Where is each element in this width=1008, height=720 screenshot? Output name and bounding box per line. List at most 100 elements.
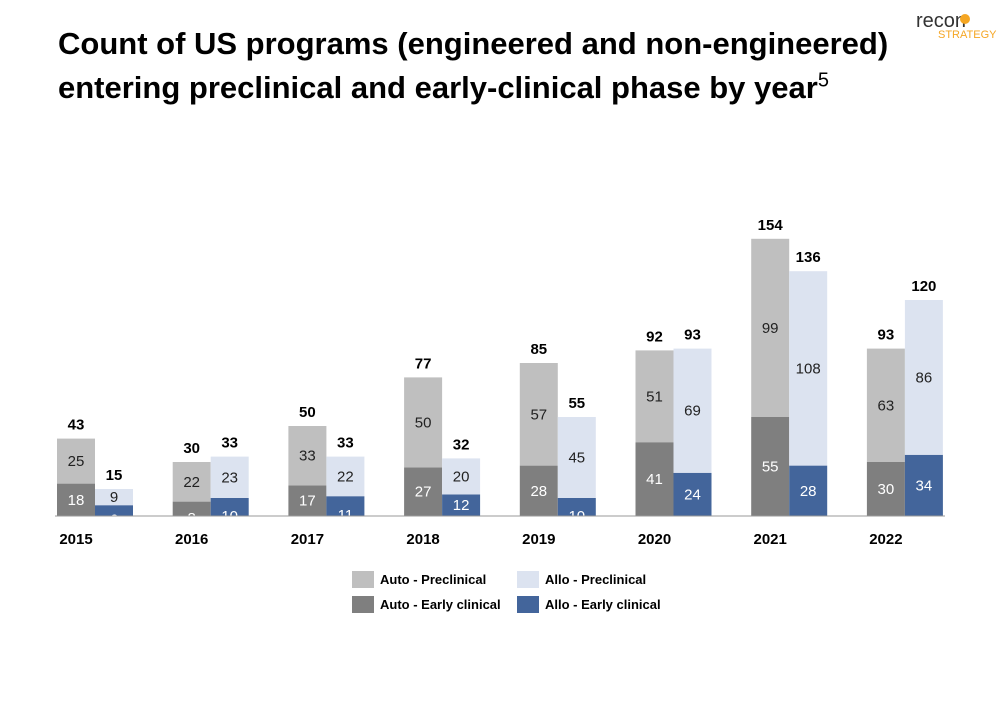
label-allo-early-2020: 24 [684,486,701,503]
bar-allo-preclinical-2017 [326,456,365,497]
label-allo-preclinical-2018: 20 [453,468,470,485]
bar-auto-early-2015 [57,483,95,516]
label-allo-preclinical-2019: 45 [568,450,585,467]
label-auto-preclinical-2015: 25 [68,453,85,470]
bar-allo-early-2017 [326,496,365,516]
bar-auto-early-2017 [288,485,327,516]
legend-swatch-3 [517,596,539,613]
legend-label-3: Allo - Early clinical [545,597,661,612]
total-auto-2022: 93 [878,327,895,344]
label-allo-early-2022: 34 [916,477,933,494]
logo-sun [960,14,970,24]
label-allo-preclinical-2021: 108 [796,360,821,377]
bar-allo-preclinical-2022 [904,300,943,455]
label-allo-early-2018: 12 [453,497,470,514]
label-allo-early-2021: 28 [800,483,817,500]
label-auto-early-2020: 41 [646,471,663,488]
label-auto-early-2017: 17 [299,493,316,510]
bar-auto-preclinical-2019 [519,363,558,466]
bar-auto-preclinical-2020 [635,350,674,443]
label-allo-early-2015: 6 [110,512,118,529]
legend-swatch-1 [517,571,539,588]
bar-auto-early-2022 [866,462,905,516]
label-allo-preclinical-2017: 22 [337,468,354,485]
total-allo-2019: 55 [568,395,585,412]
bar-auto-early-2020 [635,442,674,516]
bar-auto-early-2019 [519,465,558,516]
total-allo-2018: 32 [453,436,470,453]
x-tick-label-2022: 2022 [869,531,902,548]
bar-allo-preclinical-2021 [789,271,828,466]
total-auto-2021: 154 [758,217,784,234]
bar-auto-preclinical-2015 [57,438,95,484]
label-auto-early-2021: 55 [762,459,779,476]
bar-allo-preclinical-2019 [557,417,596,498]
bar-auto-early-2016 [172,501,211,516]
label-auto-early-2015: 18 [68,492,85,509]
bar-allo-early-2021 [789,465,828,516]
title-line-2-text: entering preclinical and early-clinical … [58,70,818,105]
bar-auto-early-2018 [404,467,443,516]
total-allo-2020: 93 [684,327,701,344]
bar-allo-early-2015 [95,505,133,516]
bar-allo-early-2018 [442,494,481,516]
bar-auto-preclinical-2017 [288,426,327,486]
label-auto-preclinical-2017: 33 [299,448,316,465]
total-allo-2022: 120 [911,278,936,295]
x-tick-label-2017: 2017 [291,531,324,548]
label-auto-early-2016: 8 [188,510,196,527]
total-auto-2016: 30 [183,440,200,457]
bar-auto-preclinical-2022 [866,348,905,462]
x-tick-label-2020: 2020 [638,531,671,548]
x-tick-label-2015: 2015 [59,531,92,548]
title-line-2: entering preclinical and early-clinical … [58,66,938,110]
x-tick-label-2018: 2018 [406,531,439,548]
label-auto-early-2018: 27 [415,484,432,501]
label-auto-preclinical-2020: 51 [646,388,663,405]
label-auto-preclinical-2021: 99 [762,320,779,337]
bar-allo-preclinical-2015 [95,489,133,506]
bar-allo-early-2019 [557,498,596,516]
bar-allo-early-2016 [210,498,249,516]
x-tick-label-2019: 2019 [522,531,555,548]
label-auto-early-2019: 28 [530,483,547,500]
legend-swatch-2 [352,596,374,613]
chart-title: Count of US programs (engineered and non… [58,22,938,110]
legend-label-2: Auto - Early clinical [380,597,501,612]
label-auto-preclinical-2022: 63 [878,397,895,414]
sun-logo-icon: recon STRATEGY [916,10,997,41]
legend-label-1: Allo - Preclinical [545,572,646,587]
label-auto-preclinical-2019: 57 [530,406,547,423]
bar-allo-preclinical-2016 [210,456,249,498]
total-allo-2017: 33 [337,435,354,452]
label-allo-preclinical-2015: 9 [110,489,118,506]
bar-allo-early-2020 [673,472,712,516]
bar-allo-preclinical-2020 [673,348,712,473]
x-tick-label-2021: 2021 [754,531,787,548]
label-auto-preclinical-2016: 22 [183,474,200,491]
bar-allo-preclinical-2018 [442,458,481,495]
logo-text-sub: STRATEGY [938,29,997,41]
total-allo-2015: 15 [106,467,123,484]
label-allo-preclinical-2022: 86 [916,369,933,386]
title-footnote: 5 [817,69,829,92]
total-auto-2017: 50 [299,404,316,421]
bar-auto-early-2021 [751,417,790,516]
x-tick-label-2016: 2016 [175,531,208,548]
bar-auto-preclinical-2021 [751,238,790,417]
total-auto-2015: 43 [68,417,85,434]
total-auto-2019: 85 [530,341,547,358]
total-auto-2018: 77 [415,355,432,372]
total-auto-2020: 92 [646,328,663,345]
bar-allo-early-2022 [904,454,943,516]
label-auto-preclinical-2018: 50 [415,414,432,431]
legend-label-0: Auto - Preclinical [380,572,486,587]
label-allo-preclinical-2016: 23 [221,469,238,486]
legend-swatch-0 [352,571,374,588]
label-auto-early-2022: 30 [878,481,895,498]
logo-text-main: recon [916,10,966,32]
title-line-1: Count of US programs (engineered and non… [58,26,889,61]
total-allo-2016: 33 [221,435,238,452]
bar-auto-preclinical-2018 [404,377,443,468]
